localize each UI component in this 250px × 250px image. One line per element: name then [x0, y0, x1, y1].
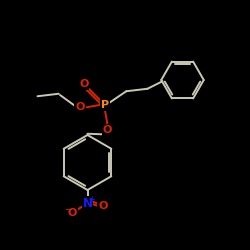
Text: N: N — [82, 197, 92, 210]
Text: O: O — [67, 208, 77, 218]
Text: −: − — [64, 204, 71, 213]
Text: +: + — [88, 195, 96, 204]
Text: O: O — [75, 102, 85, 113]
Text: P: P — [101, 100, 109, 110]
Text: O: O — [98, 201, 108, 211]
Text: O: O — [103, 125, 112, 135]
Text: O: O — [79, 79, 88, 89]
